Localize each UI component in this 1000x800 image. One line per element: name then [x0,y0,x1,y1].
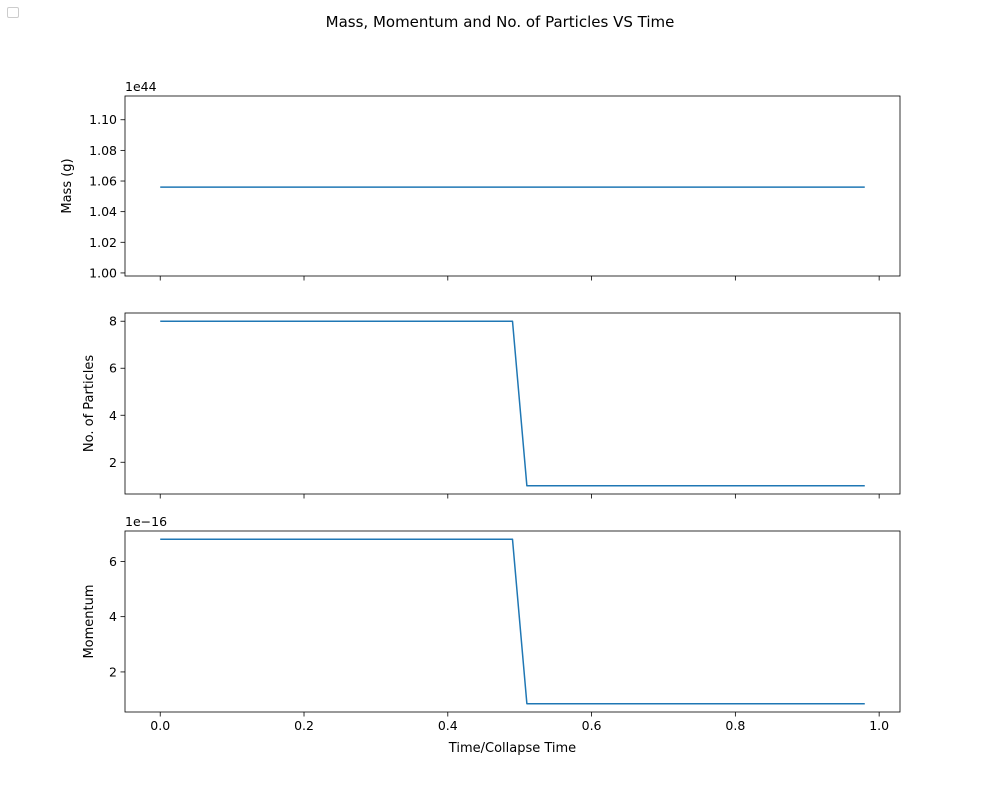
y-offset-text: 1e44 [125,79,157,94]
y-tick-label: 1.04 [89,204,117,219]
y-offset-text: 1e−16 [125,514,167,529]
y-tick-label: 1.10 [89,112,117,127]
y-tick-label: 6 [109,554,117,569]
series-line-2-1 [160,320,865,487]
series-line-3-1 [160,538,865,705]
y-tick-label: 1.02 [89,235,117,250]
x-tick-label: 0.6 [582,718,602,733]
axes-frame-1 [124,95,901,277]
y-tick-label: 6 [109,361,117,376]
y-axis-label: Momentum [82,584,97,658]
subplot-2: 2 4 6 8 No. of Particles [82,312,901,499]
figure-title: Mass, Momentum and No. of Particles VS T… [326,13,675,31]
empty-legend-box [7,7,19,18]
y-axis-label: No. of Particles [82,355,97,452]
y-tick-label: 2 [109,664,117,679]
axes-frame-3 [124,530,901,713]
axes-frame-2 [124,312,901,495]
x-tick-label: 1.0 [869,718,889,733]
x-axis-label: Time/Collapse Time [448,741,576,756]
x-tick-label: 0.8 [725,718,745,733]
y-tick-label: 2 [109,455,117,470]
y-tick-label: 1.00 [89,265,117,280]
y-tick-label: 4 [109,609,117,624]
x-tick-label: 0.4 [438,718,458,733]
y-tick-label: 1.08 [89,143,117,158]
y-tick-label: 8 [109,314,117,329]
x-tick-label: 0.2 [294,718,314,733]
subplot-1: 1.00 1.02 1.04 1.06 1.08 1.10 Mass (g) 1e44 [60,79,901,281]
y-tick-label: 1.06 [89,174,117,189]
y-axis-label: Mass (g) [60,158,75,213]
x-tick-label: 0.0 [150,718,170,733]
subplot-3: 0.0 0.2 0.4 0.6 0.8 1.0 2 4 6 Momentum 1e−16 [82,514,901,733]
y-tick-label: 4 [109,408,117,423]
